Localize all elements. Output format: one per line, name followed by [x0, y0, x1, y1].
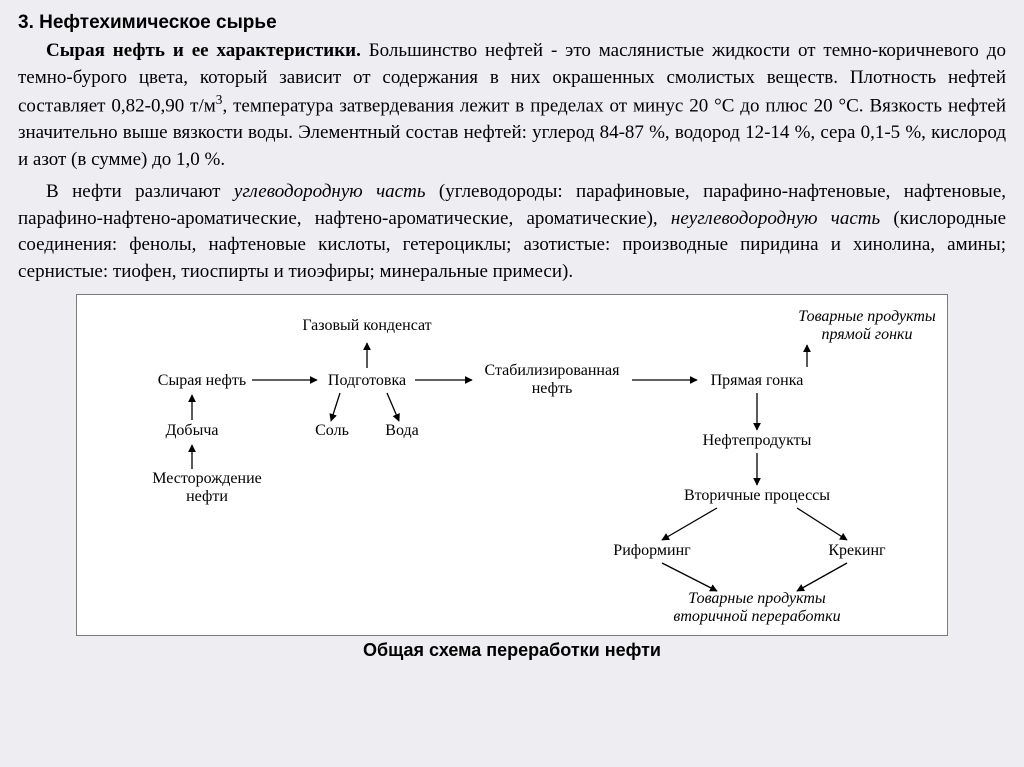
p2-i2: неуглеводородную часть	[671, 208, 880, 229]
diagram-arrow	[662, 563, 717, 591]
diagram-node-stab1: Стабилизированная	[485, 362, 621, 379]
p2-i1: углеводородную часть	[234, 181, 426, 202]
diagram-container: Газовый конденсат Сырая нефть Подготовка Ст…	[76, 294, 948, 636]
diagram-node-prod2b: вторичной переработки	[673, 608, 840, 625]
diagram-node-salt: Соль	[315, 422, 349, 439]
diagram-node-reforming: Риформинг	[613, 542, 691, 559]
diagram-node-petroprod: Нефтепродукты	[703, 432, 812, 449]
diagram-node-direct: Прямая гонка	[711, 372, 804, 389]
p2-a: В нефти различают	[46, 181, 234, 202]
p1-lead: Сырая нефть и ее характеристики.	[46, 40, 361, 61]
diagram-node-prod2a: Товарные продукты	[688, 590, 826, 607]
diagram-node-cracking: Крекинг	[828, 542, 886, 559]
diagram-node-prod1b: прямой гонки	[821, 326, 912, 343]
diagram-arrow	[797, 508, 847, 540]
section-title: 3. Нефтехимическое сырье	[18, 12, 1006, 34]
diagram-node-gas_cond: Газовый конденсат	[302, 317, 431, 334]
diagram-node-extract: Добыча	[166, 422, 219, 439]
paragraph-2: В нефти различают углеводородную часть (…	[18, 179, 1006, 285]
flowchart: Газовый конденсат Сырая нефть Подготовка Ст…	[77, 295, 947, 635]
diagram-node-water: Вода	[385, 422, 418, 439]
paragraph-1: Сырая нефть и ее характеристики. Большин…	[18, 38, 1006, 173]
diagram-node-crude: Сырая нефть	[158, 372, 246, 389]
diagram-node-prep: Подготовка	[328, 372, 406, 389]
diagram-arrow	[797, 563, 847, 591]
diagram-node-field1: Месторождение	[152, 470, 262, 487]
diagram-node-stab2: нефть	[532, 380, 573, 397]
diagram-node-prod1a: Товарные продукты	[798, 308, 936, 325]
diagram-node-field2: нефти	[186, 488, 228, 505]
diagram-arrow	[331, 393, 340, 421]
diagram-node-secondary: Вторичные процессы	[684, 487, 830, 504]
diagram-caption: Общая схема переработки нефти	[18, 640, 1006, 661]
diagram-arrow	[662, 508, 717, 540]
diagram-arrow	[387, 393, 399, 421]
